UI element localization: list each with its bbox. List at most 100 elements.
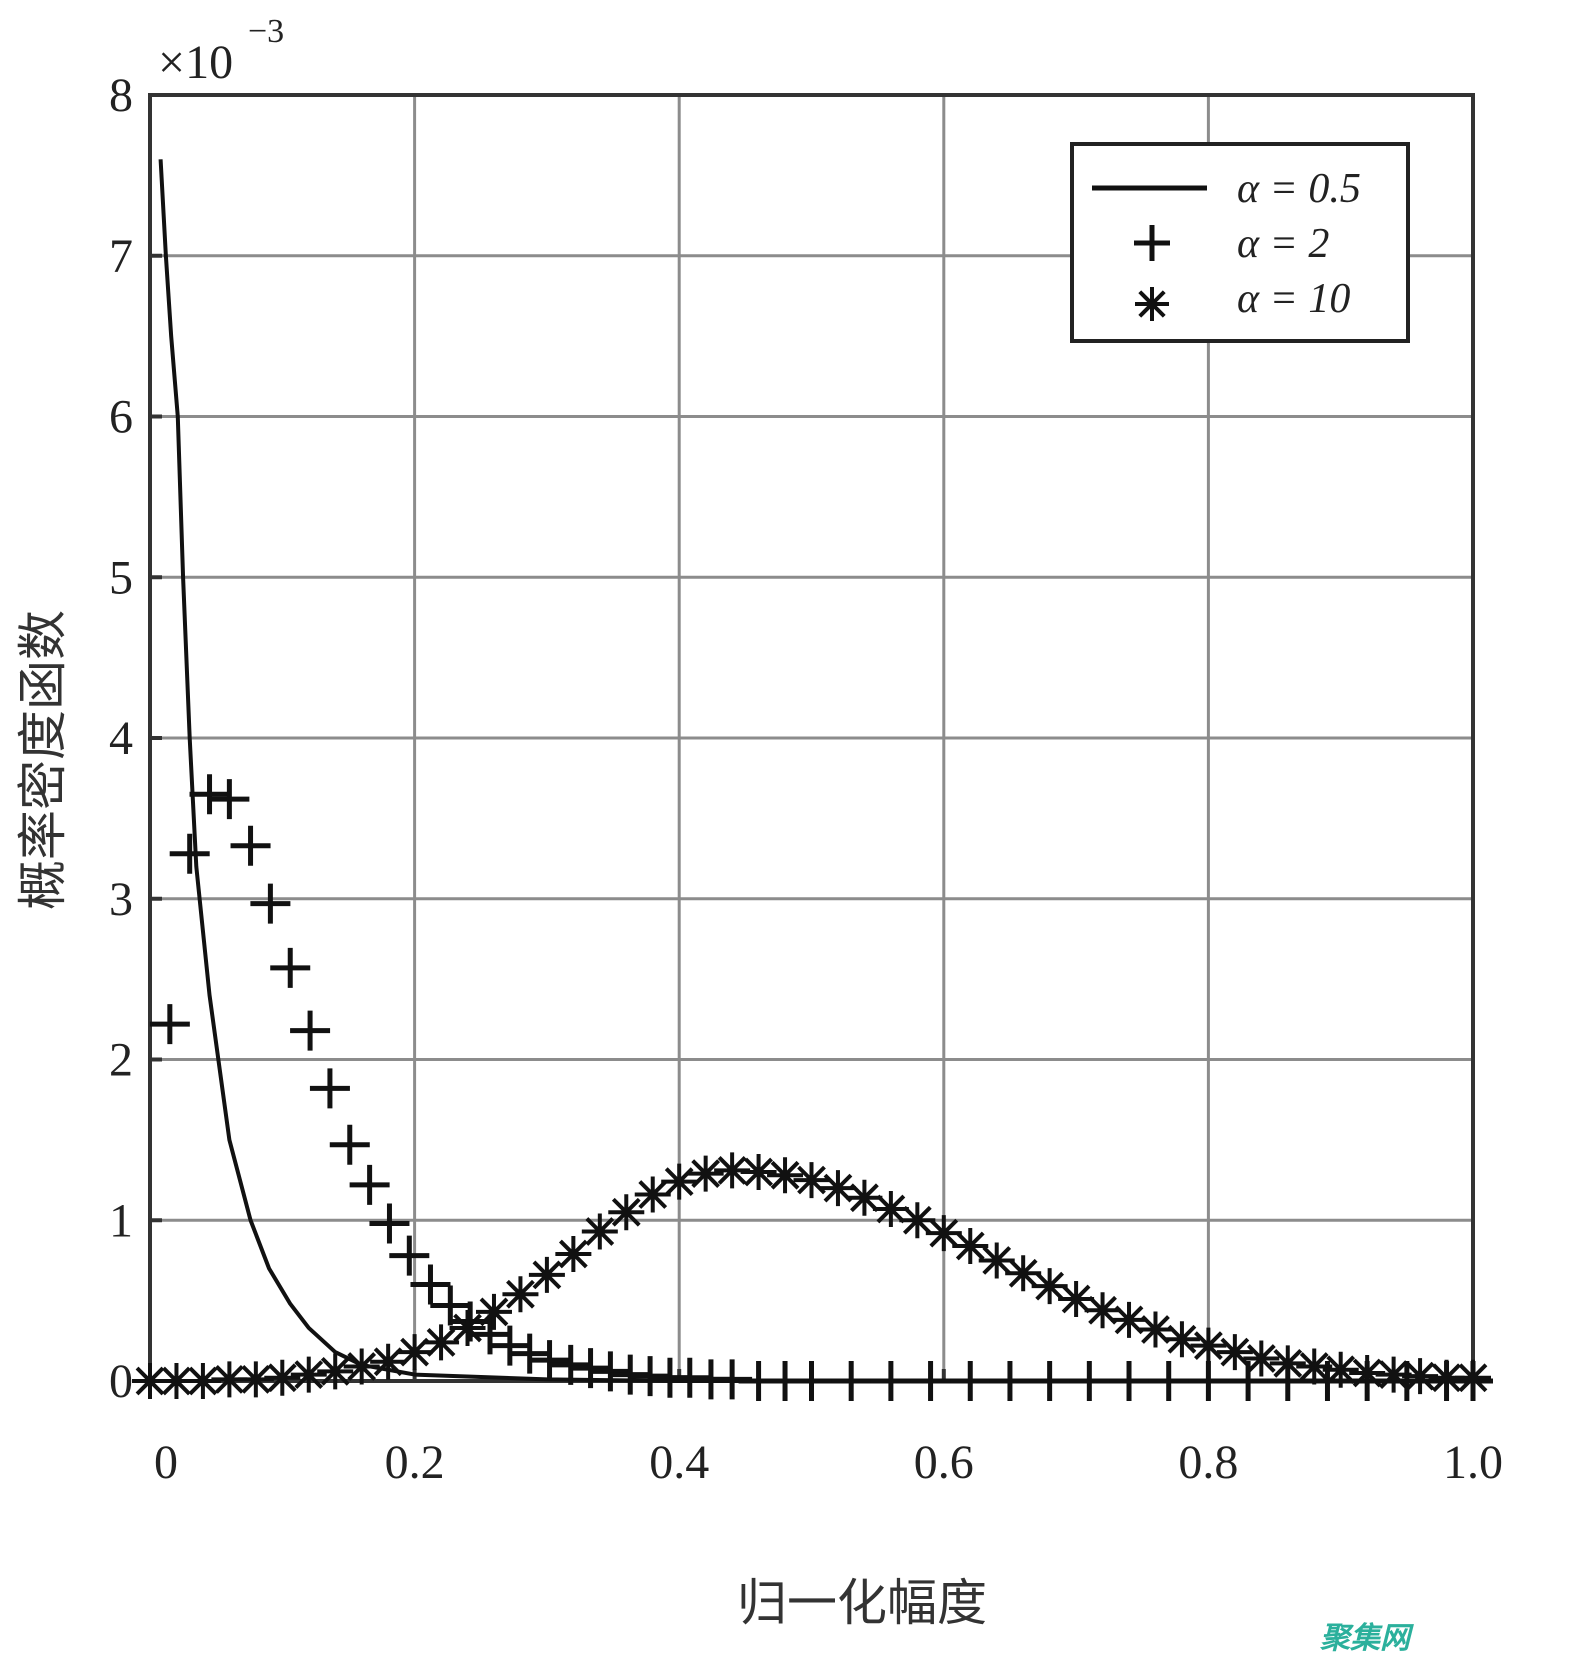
asterisk-marker [978, 1242, 1015, 1279]
series-group [132, 159, 1493, 1401]
asterisk-marker [1084, 1292, 1121, 1329]
x-tick-label: 0.6 [914, 1436, 974, 1489]
asterisk-marker [925, 1215, 962, 1252]
asterisk-marker [1269, 1345, 1306, 1382]
asterisk-marker [740, 1154, 777, 1191]
y-tick-label: 7 [109, 230, 133, 283]
asterisk-marker [899, 1202, 936, 1239]
asterisk-marker [687, 1155, 724, 1192]
asterisk-marker [502, 1276, 539, 1313]
asterisk-marker [1402, 1358, 1439, 1395]
y-exponent: ×10 −3 [158, 13, 284, 89]
x-axis-label: 归一化幅度 [737, 1575, 987, 1631]
legend-label: α = 10 [1237, 276, 1350, 322]
asterisk-marker [1455, 1359, 1491, 1396]
plus-marker [369, 1203, 410, 1244]
y-axis-label: 概率密度函数 [15, 610, 71, 910]
x-tick-label: 0 [154, 1436, 178, 1489]
asterisk-marker [1031, 1268, 1068, 1305]
asterisk-marker [714, 1152, 751, 1189]
x-tick-label: 0.4 [649, 1436, 709, 1489]
x-tick-label: 0.2 [385, 1436, 445, 1489]
plus-marker [570, 1348, 611, 1389]
plus-marker [509, 1333, 550, 1374]
plus-marker [430, 1285, 471, 1326]
plus-marker [1228, 1361, 1269, 1401]
y-tick-label: 4 [109, 712, 133, 765]
y-tick-label: 5 [109, 551, 133, 604]
asterisk-marker [396, 1334, 433, 1371]
asterisk-marker [1058, 1281, 1095, 1318]
plus-marker [410, 1264, 451, 1305]
asterisk-marker [952, 1227, 989, 1264]
x-tick-label: 0.8 [1178, 1436, 1238, 1489]
legend-asterisk-marker [1135, 287, 1169, 321]
asterisk-marker [132, 1363, 168, 1399]
asterisk-marker [634, 1176, 671, 1213]
plus-marker [209, 779, 250, 820]
asterisk-marker [211, 1361, 248, 1398]
asterisk-marker [1216, 1334, 1253, 1371]
asterisk-marker [661, 1163, 698, 1200]
plus-marker [489, 1325, 530, 1366]
x-tick-label: 1.0 [1443, 1436, 1503, 1489]
asterisk-marker [475, 1293, 512, 1330]
plus-marker [831, 1361, 872, 1401]
plus-marker [329, 1124, 370, 1165]
plus-marker [1148, 1361, 1189, 1401]
asterisk-marker [1375, 1356, 1412, 1393]
watermark-logo: 聚集网 [1319, 1621, 1414, 1656]
asterisk-marker [290, 1356, 327, 1393]
y-tick-label: 6 [109, 391, 133, 444]
asterisk-marker [370, 1343, 407, 1380]
y-exponent-base: ×10 [158, 36, 233, 89]
series-1 [149, 774, 1493, 1401]
asterisk-marker [555, 1236, 592, 1273]
asterisk-marker [158, 1363, 195, 1399]
asterisk-marker [608, 1194, 645, 1231]
legend-plus-marker [1134, 225, 1170, 261]
asterisk-marker [1163, 1321, 1200, 1358]
asterisk-marker [819, 1170, 856, 1207]
asterisk-marker [581, 1213, 618, 1250]
plus-marker [189, 774, 230, 815]
asterisk-marker [1005, 1255, 1042, 1292]
legend: α = 0.5 α = 2 α = 10 [1070, 142, 1410, 343]
plus-marker [1069, 1361, 1110, 1401]
asterisk-marker [1137, 1311, 1174, 1348]
asterisk-marker [872, 1191, 909, 1227]
plus-marker [989, 1361, 1030, 1401]
tick-labels: 0 0.2 0.4 0.6 0.8 1.0 0 1 2 3 4 5 6 7 8 [109, 69, 1503, 1489]
asterisk-marker [237, 1361, 274, 1398]
asterisk-marker [1349, 1354, 1386, 1391]
series-line [158, 159, 1473, 1383]
plus-marker [550, 1344, 591, 1385]
asterisk-marker [1322, 1351, 1359, 1388]
plus-marker [250, 883, 291, 924]
plus-marker [791, 1361, 832, 1401]
series-0 [158, 159, 1473, 1383]
asterisk-marker [846, 1179, 883, 1216]
legend-label: α = 0.5 [1237, 166, 1361, 212]
asterisk-marker [528, 1256, 565, 1293]
y-tick-label: 3 [109, 873, 133, 926]
plus-marker [529, 1340, 570, 1381]
y-tick-label: 1 [109, 1194, 133, 1247]
asterisk-marker [793, 1162, 830, 1199]
plus-marker [910, 1361, 951, 1401]
legend-box [1070, 142, 1410, 343]
asterisk-marker [423, 1324, 460, 1361]
asterisk-marker [1428, 1359, 1465, 1396]
y-exponent-power: −3 [248, 13, 284, 50]
plus-marker [950, 1361, 991, 1401]
asterisk-marker [449, 1309, 486, 1346]
plus-marker [230, 825, 271, 866]
plus-marker [149, 1004, 190, 1045]
plus-marker [349, 1164, 390, 1205]
plus-marker [1188, 1361, 1229, 1401]
asterisk-marker [1243, 1340, 1280, 1377]
plus-marker [870, 1361, 911, 1401]
grid-lines [148, 93, 1475, 1383]
y-tick-label: 8 [109, 69, 133, 122]
